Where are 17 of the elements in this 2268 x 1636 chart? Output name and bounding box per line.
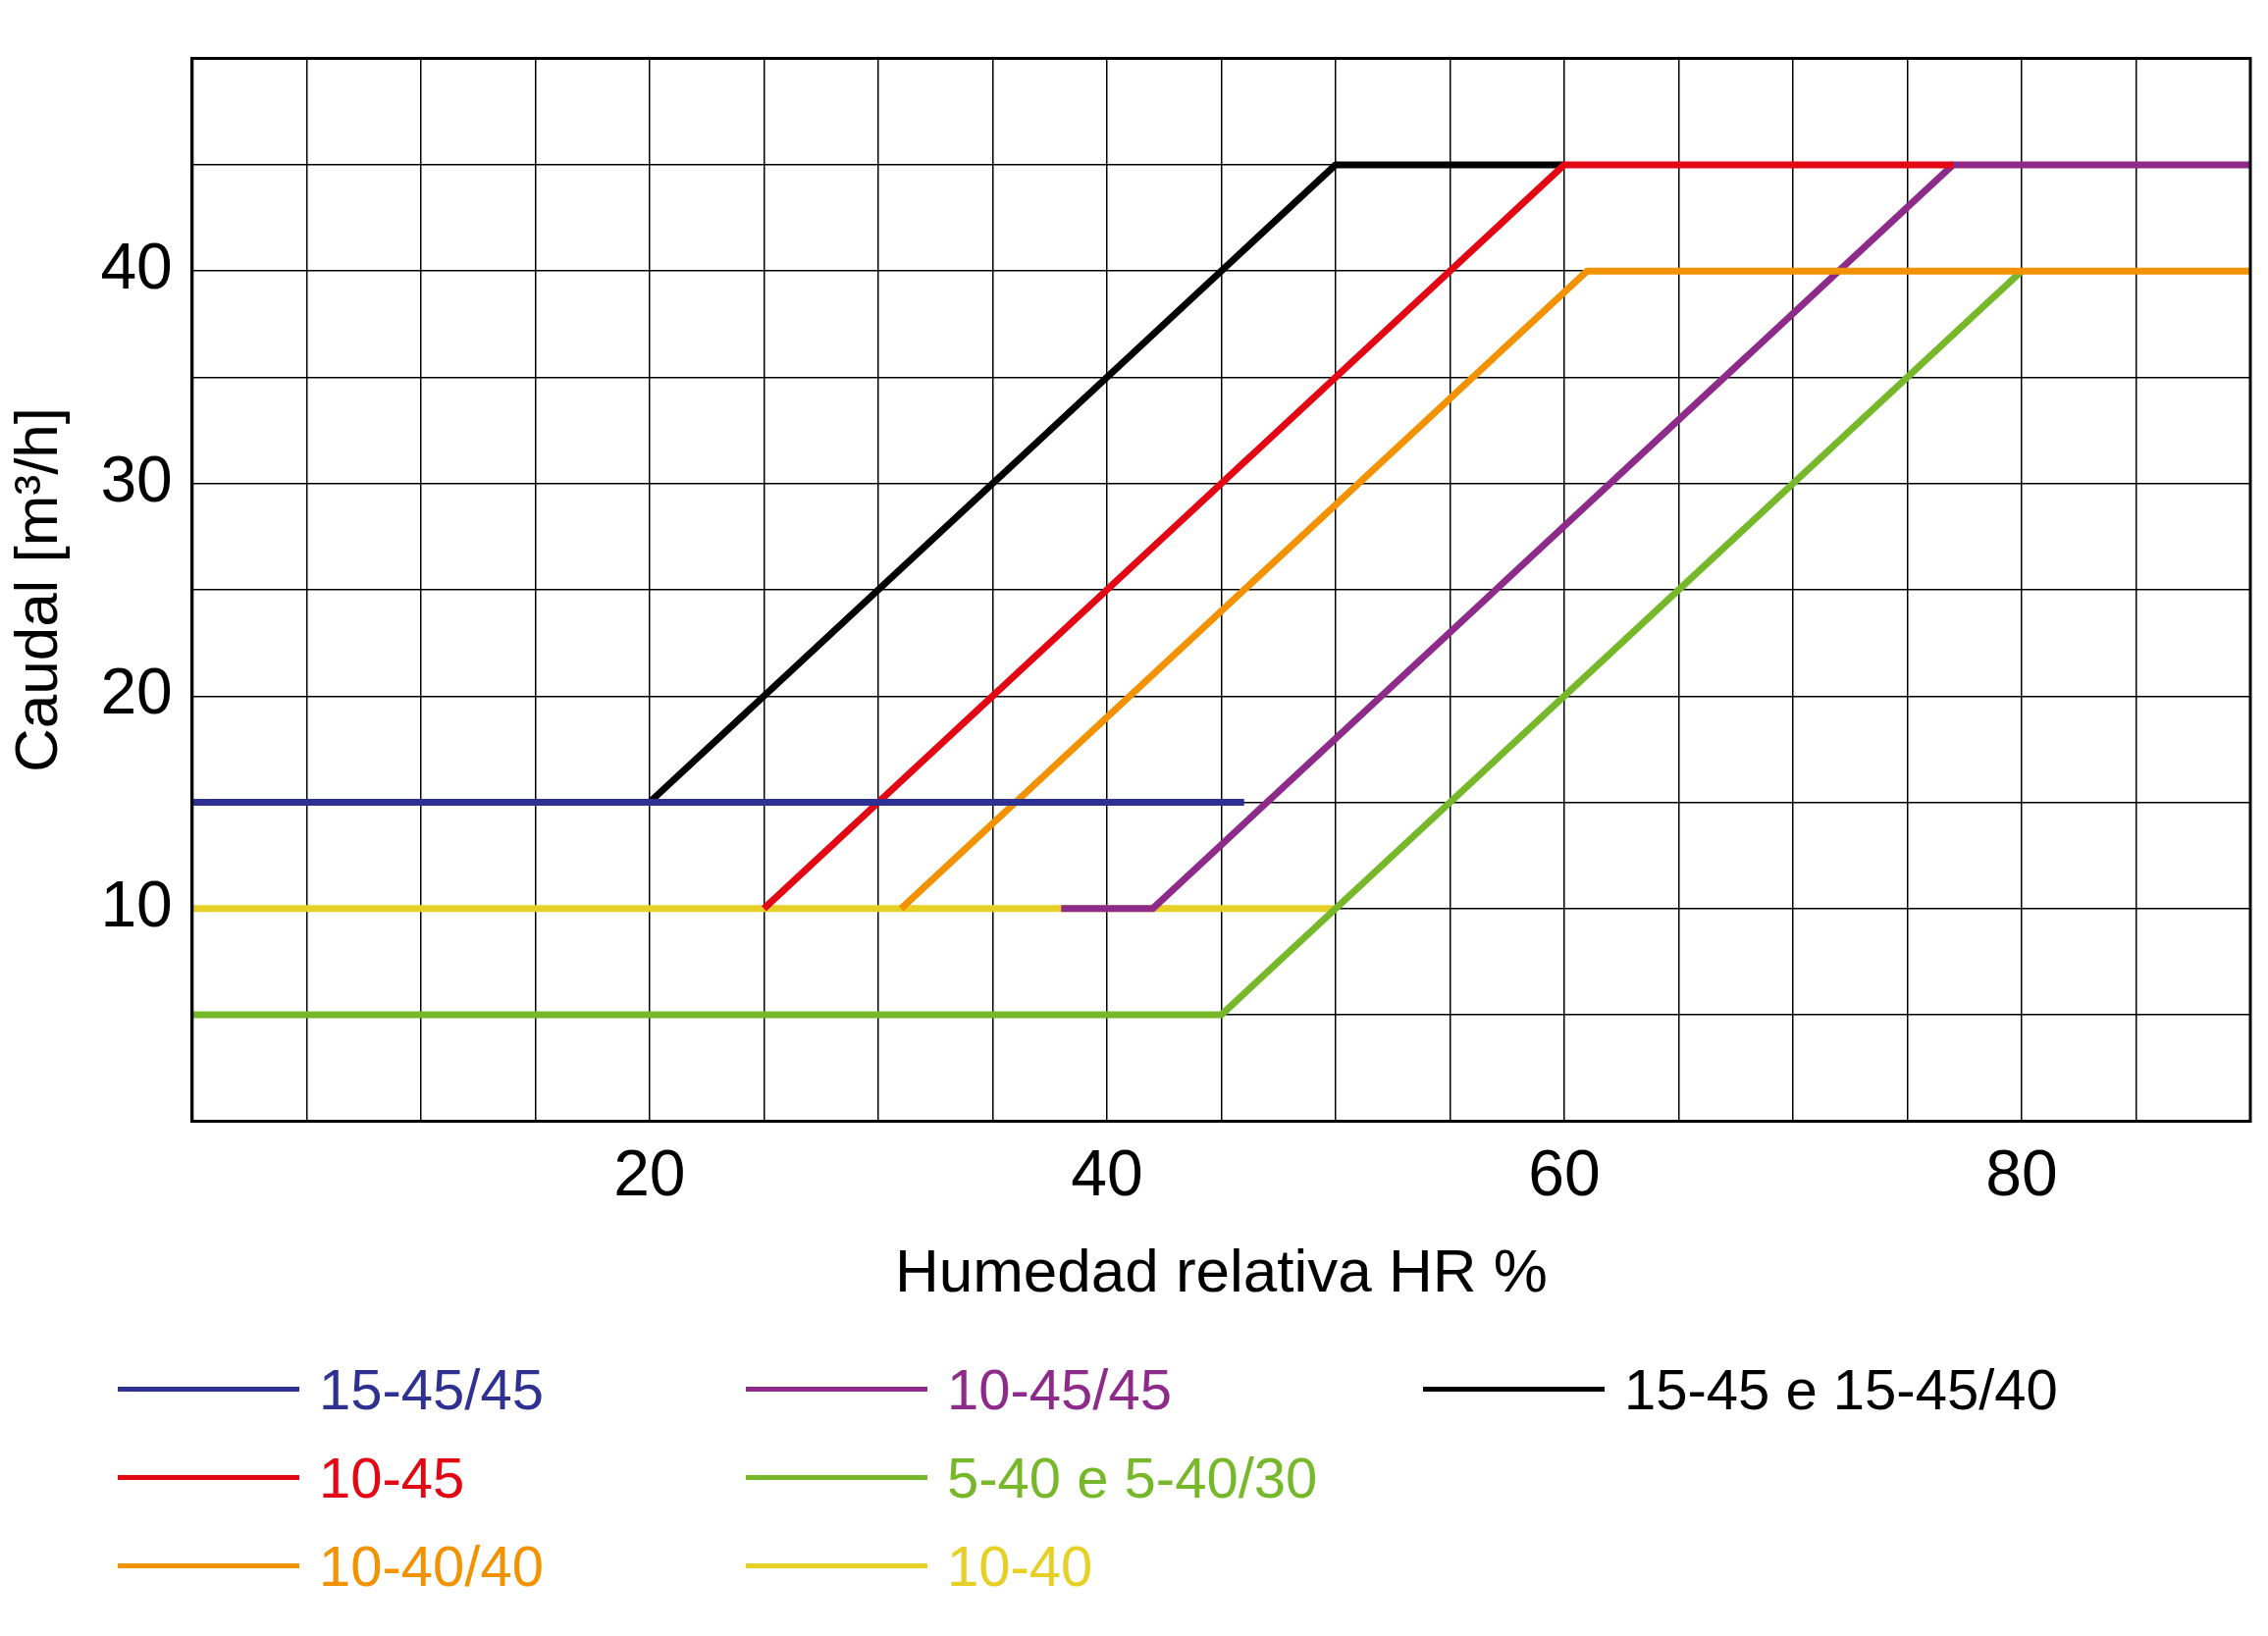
y-tick-label: 10 (100, 868, 173, 941)
legend-label: 5-40 e 5-40/30 (947, 1444, 1318, 1510)
x-tick-label: 80 (1985, 1136, 2058, 1210)
y-tick-label: 20 (100, 655, 173, 728)
x-tick-label: 20 (613, 1136, 686, 1210)
x-tick-label: 40 (1071, 1136, 1143, 1210)
y-tick-label: 30 (100, 442, 173, 515)
y-tick-label: 40 (100, 230, 173, 303)
legend-label: 15-45/45 (319, 1355, 544, 1422)
x-tick-label: 60 (1528, 1136, 1601, 1210)
legend-label: 10-45 (319, 1444, 465, 1510)
x-axis-title: Humedad relativa HR % (894, 1236, 1548, 1304)
legend-label: 10-40/40 (319, 1532, 544, 1599)
legend-label: 15-45 e 15-45/40 (1624, 1355, 2058, 1422)
legend-label: 10-45/45 (947, 1355, 1172, 1422)
y-axis-title: Caudal [m³/h] (2, 406, 71, 773)
legend-label: 10-40 (947, 1532, 1093, 1599)
